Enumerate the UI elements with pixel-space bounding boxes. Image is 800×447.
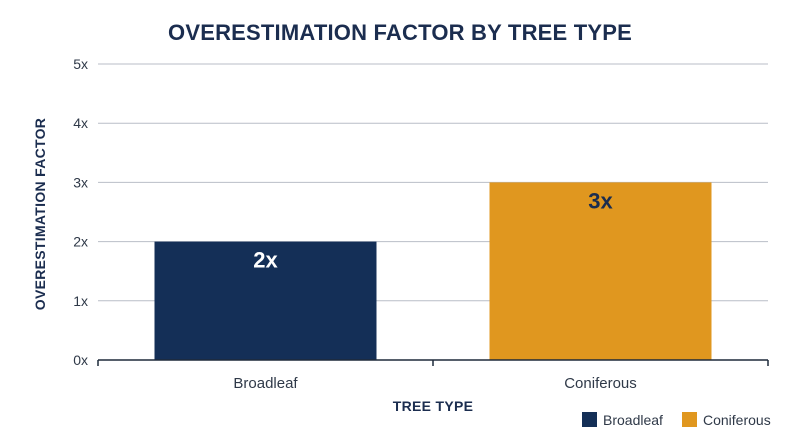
bars (154, 182, 712, 360)
chart-title: OVERESTIMATION FACTOR BY TREE TYPE (168, 20, 632, 45)
data-label: 2x (253, 248, 278, 273)
legend-swatch-coniferous (682, 412, 697, 427)
labels: 2x Broadleaf 3x Coniferous (233, 188, 636, 392)
y-tick-label: 0x (73, 352, 88, 368)
y-tick-label: 5x (73, 56, 88, 72)
x-tick-label: Coniferous (564, 375, 637, 392)
y-tick-label: 4x (73, 115, 88, 131)
legend-swatch-broadleaf (582, 412, 597, 427)
bar-coniferous (489, 182, 712, 360)
bar-broadleaf (154, 241, 377, 360)
x-axis-title: TREE TYPE (393, 398, 474, 414)
data-label: 3x (588, 188, 613, 213)
y-axis-title: OVERESTIMATION FACTOR (32, 118, 48, 310)
y-tick-label: 2x (73, 234, 88, 250)
x-axis (97, 359, 769, 366)
legend-label: Coniferous (703, 412, 771, 428)
x-tick-label: Broadleaf (233, 375, 298, 392)
y-tick-label: 1x (73, 293, 88, 309)
y-tick-label: 3x (73, 174, 88, 190)
legend: Broadleaf Coniferous (582, 412, 771, 428)
legend-label: Broadleaf (603, 412, 663, 428)
